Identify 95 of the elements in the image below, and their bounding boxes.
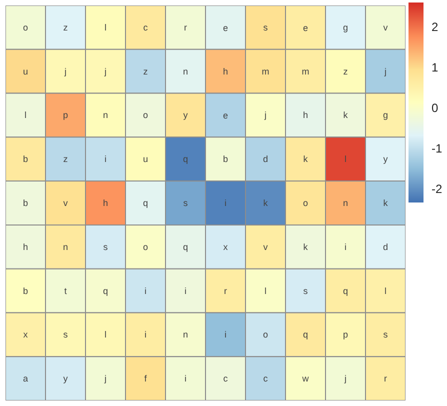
- color-bar-label: -1: [432, 141, 442, 156]
- data-label: p: [342, 330, 348, 340]
- data-label: g: [342, 22, 348, 32]
- data-label: i: [184, 286, 186, 296]
- data-label: d: [262, 154, 268, 164]
- data-label: q: [182, 242, 188, 252]
- data-label: o: [142, 242, 148, 252]
- data-label: j: [104, 66, 106, 76]
- data-label: y: [183, 110, 188, 120]
- data-label: j: [104, 374, 106, 384]
- data-label: e: [222, 110, 228, 121]
- data-label: b: [222, 154, 228, 164]
- data-label: o: [302, 198, 308, 208]
- data-label: h: [102, 198, 108, 208]
- color-bar-label: 0: [432, 101, 438, 116]
- data-label: n: [102, 110, 108, 120]
- data-label: q: [302, 330, 308, 340]
- color-bar-label: 1: [432, 60, 438, 75]
- data-label: i: [144, 330, 146, 340]
- data-label: e: [222, 22, 228, 33]
- data-label: k: [343, 110, 348, 120]
- data-label: s: [183, 198, 188, 208]
- data-label: v: [263, 242, 268, 252]
- data-label: y: [383, 154, 388, 164]
- data-label: o: [22, 22, 28, 32]
- data-label: s: [103, 242, 108, 252]
- data-label: g: [382, 110, 388, 120]
- data-label: i: [224, 198, 226, 208]
- data-label: z: [63, 22, 68, 32]
- data-label: n: [342, 198, 348, 208]
- data-label: c: [143, 22, 148, 32]
- data-label: r: [384, 374, 387, 384]
- data-label: q: [102, 286, 108, 296]
- data-label: u: [22, 66, 28, 76]
- data-label: k: [303, 242, 308, 252]
- data-label: h: [22, 242, 28, 252]
- color-bar-label: 2: [432, 20, 438, 34]
- data-label: j: [64, 66, 66, 76]
- data-label: j: [264, 110, 266, 120]
- data-label: v: [383, 22, 388, 32]
- data-label: c: [263, 374, 268, 384]
- data-label: l: [344, 154, 346, 164]
- data-label: y: [63, 374, 68, 384]
- data-label: a: [22, 374, 28, 384]
- data-label: i: [104, 154, 106, 164]
- data-label: w: [301, 374, 310, 384]
- data-label: l: [104, 22, 106, 32]
- data-label: u: [142, 154, 148, 164]
- data-label: r: [224, 286, 227, 296]
- data-label: s: [63, 330, 68, 340]
- color-bar-label: -2: [432, 182, 442, 196]
- data-label: k: [263, 198, 268, 208]
- data-label: n: [182, 330, 188, 340]
- data-label: m: [302, 66, 310, 76]
- data-label: x: [23, 330, 28, 340]
- data-label: b: [22, 198, 28, 208]
- data-label: b: [22, 154, 28, 164]
- data-label: r: [184, 22, 187, 32]
- data-label: z: [143, 66, 148, 76]
- data-label: q: [142, 198, 148, 208]
- data-label: h: [222, 66, 228, 76]
- data-label: x: [223, 242, 228, 252]
- data-label: j: [344, 374, 346, 384]
- data-label: l: [384, 286, 386, 296]
- data-label: t: [64, 286, 68, 296]
- data-label: l: [104, 330, 106, 340]
- data-label: s: [383, 330, 388, 340]
- data-label: m: [262, 66, 270, 76]
- data-label: q: [342, 286, 348, 296]
- data-label: d: [382, 242, 388, 252]
- data-label: k: [383, 198, 388, 208]
- data-label: j: [384, 66, 386, 76]
- data-label: b: [22, 286, 28, 296]
- data-label: s: [263, 22, 268, 32]
- data-label: h: [302, 110, 308, 120]
- data-label: s: [303, 286, 308, 296]
- data-label: i: [224, 330, 226, 340]
- data-label: l: [264, 286, 266, 296]
- data-label: k: [303, 154, 308, 164]
- data-label: i: [184, 374, 186, 384]
- data-label: o: [262, 330, 268, 340]
- data-label: z: [343, 66, 348, 76]
- data-label: p: [62, 110, 68, 120]
- data-label: l: [24, 110, 26, 120]
- data-label: c: [223, 374, 228, 384]
- data-label: i: [144, 286, 146, 296]
- data-label: q: [182, 154, 188, 164]
- data-label: n: [62, 242, 68, 252]
- data-label: f: [144, 374, 148, 384]
- data-label: n: [182, 66, 188, 76]
- data-label: o: [142, 110, 148, 120]
- data-label: e: [302, 22, 308, 33]
- data-label: v: [63, 198, 68, 208]
- data-label: i: [344, 242, 346, 252]
- data-label: z: [63, 154, 68, 164]
